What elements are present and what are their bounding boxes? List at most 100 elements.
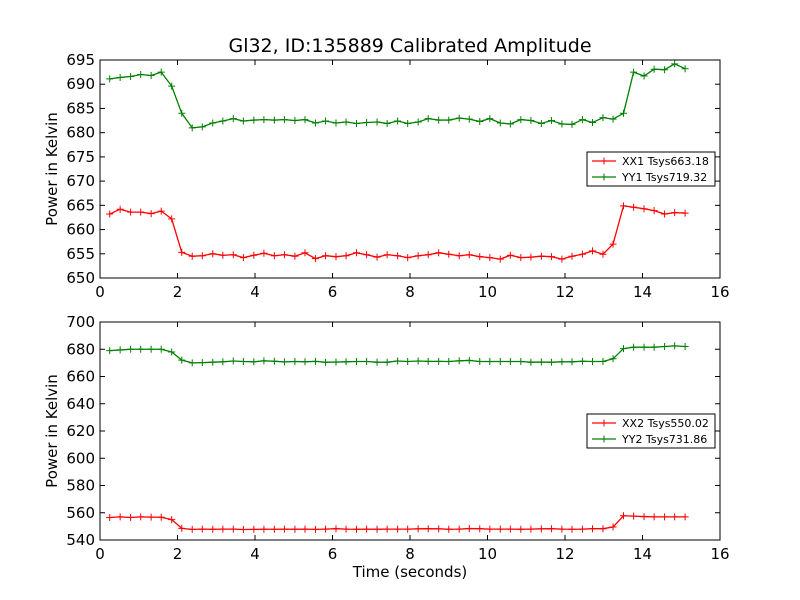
x-tick-label: 4 [250,545,260,563]
legend-entry: XX2 Tsys550.02 [622,417,709,430]
data-point [661,210,669,218]
data-point [260,525,268,533]
data-point [332,525,340,533]
data-point [353,525,361,533]
data-point [322,358,330,366]
y-tick-label: 700 [66,313,95,331]
data-point [496,358,504,366]
data-point [455,357,463,365]
data-point [589,247,597,255]
data-point [106,210,114,218]
data-point [342,525,350,533]
data-point [547,117,555,125]
data-point [322,525,330,533]
series-markers [106,60,689,132]
data-point [229,115,237,123]
data-point [373,253,381,261]
data-point [291,358,299,366]
x-tick-label: 14 [633,545,652,563]
data-point [383,358,391,366]
data-point [589,525,597,533]
data-point [373,525,381,533]
legend-marker [600,173,608,181]
data-point [558,255,566,263]
x-tick-label: 12 [555,545,574,563]
data-point [219,358,227,366]
data-point [404,358,412,366]
data-point [537,252,545,260]
data-point [445,250,453,258]
y-tick-label: 600 [66,449,95,467]
data-point [394,357,402,365]
y-tick-label: 620 [66,422,95,440]
data-point [270,116,278,124]
data-point [681,65,689,73]
data-point [383,251,391,259]
y-tick-label: 560 [66,504,95,522]
data-point [209,250,217,258]
x-tick-label: 2 [173,283,183,301]
data-point [301,249,309,257]
y-tick-label: 675 [66,148,95,166]
data-point [506,251,514,259]
data-point [589,358,597,366]
legend-entry: YY2 Tsys731.86 [621,433,707,446]
data-point [568,252,576,260]
data-point [127,345,135,353]
data-point [219,251,227,259]
data-point [168,215,176,223]
data-point [681,209,689,217]
top-subplot: 0 2 4 6 8 10 12 14 16 650 655 660 665 670 675 680 685 690… [43,35,730,301]
data-point [681,513,689,521]
data-point [599,525,607,533]
data-point [486,358,494,366]
data-point [394,117,402,125]
y-tick-label: 580 [66,477,95,495]
data-point [496,255,504,263]
data-point [455,525,463,533]
data-point [250,251,258,259]
data-point [435,249,443,257]
data-point [424,357,432,365]
data-point [609,355,617,363]
data-point [332,119,340,127]
data-point [332,253,340,261]
legend-entry: XX1 Tsys663.18 [622,155,709,168]
data-point [127,72,135,80]
data-point [219,117,227,125]
data-point [537,525,545,533]
bottom-subplot: 0 2 4 6 8 10 12 14 16 540 560 580 600 620 640 660 680 700… [43,313,730,581]
data-point [157,345,165,353]
data-point [537,358,545,366]
data-point [353,358,361,366]
data-point [578,525,586,533]
data-point [116,346,124,354]
data-point [383,525,391,533]
data-point [671,60,679,68]
y-tick-label: 665 [66,196,95,214]
data-point [363,251,371,259]
data-point [599,114,607,122]
x-tick-label: 8 [405,283,415,301]
data-point [671,209,679,217]
data-point [311,357,319,365]
series-markers [106,342,689,367]
data-point [640,513,648,521]
data-point [198,525,206,533]
data-point [157,207,165,215]
data-point [311,525,319,533]
data-point [455,252,463,260]
data-point [599,358,607,366]
data-point [116,205,124,213]
legend-marker [600,435,608,443]
data-point [270,252,278,260]
data-point [578,116,586,124]
data-point [414,525,422,533]
data-point [486,115,494,123]
data-point [168,348,176,356]
y-axis-label: Power in Kelvin [43,374,61,488]
y-tick-label: 655 [66,245,95,263]
data-point [188,124,196,132]
x-tick-label: 6 [328,283,338,301]
